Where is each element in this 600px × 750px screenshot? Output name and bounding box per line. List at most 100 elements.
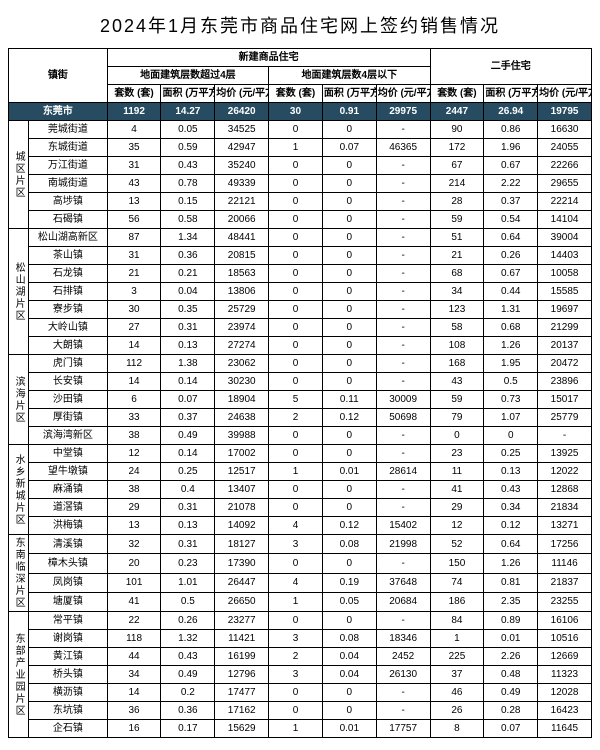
cell: - bbox=[376, 702, 430, 720]
cell-town: 东坑镇 bbox=[29, 702, 107, 720]
cell: 36 bbox=[107, 702, 161, 720]
cell: 30 bbox=[107, 301, 161, 319]
cell: 23062 bbox=[215, 355, 269, 373]
cell: 26.94 bbox=[484, 103, 538, 121]
cell-town: 滨海湾新区 bbox=[29, 427, 107, 445]
cell: 26650 bbox=[215, 592, 269, 611]
cell: 0.67 bbox=[484, 157, 538, 175]
cell: 0.28 bbox=[484, 702, 538, 720]
cell: 30009 bbox=[376, 391, 430, 409]
cell: 22214 bbox=[538, 193, 592, 211]
cell: 0.48 bbox=[484, 666, 538, 684]
cell: 4 bbox=[269, 517, 323, 535]
cell: 0.78 bbox=[161, 175, 215, 193]
cell: 41 bbox=[430, 481, 484, 499]
cell: 0.86 bbox=[484, 121, 538, 139]
cell: 0 bbox=[322, 499, 376, 517]
cell: 31 bbox=[107, 247, 161, 265]
cell: 30230 bbox=[215, 373, 269, 391]
cell: 23974 bbox=[215, 319, 269, 337]
cell-town: 桥头镇 bbox=[29, 666, 107, 684]
table-row: 塘厦镇410.52665010.05206841862.3523255 bbox=[9, 592, 592, 611]
cell: 3 bbox=[269, 630, 323, 648]
cell: 0 bbox=[269, 301, 323, 319]
cell: - bbox=[376, 265, 430, 283]
cell: 0 bbox=[322, 121, 376, 139]
cell: 0.13 bbox=[484, 463, 538, 481]
hdr-over4: 地面建筑层数超过4层 bbox=[107, 67, 268, 85]
cell: 20684 bbox=[376, 592, 430, 611]
cell: 2.26 bbox=[484, 648, 538, 666]
cell: 74 bbox=[430, 573, 484, 592]
cell: 0.5 bbox=[161, 592, 215, 611]
cell: 59 bbox=[430, 391, 484, 409]
cell: 28614 bbox=[376, 463, 430, 481]
cell: 0 bbox=[322, 355, 376, 373]
cell: 0 bbox=[269, 702, 323, 720]
cell: 1.07 bbox=[484, 409, 538, 427]
cell: 0.49 bbox=[161, 427, 215, 445]
cell: 0.26 bbox=[484, 247, 538, 265]
cell: 0.4 bbox=[161, 481, 215, 499]
cell-town: 塘厦镇 bbox=[29, 592, 107, 611]
cell: 24638 bbox=[215, 409, 269, 427]
cell: 29 bbox=[107, 499, 161, 517]
cell: 0.15 bbox=[161, 193, 215, 211]
cell: 12796 bbox=[215, 666, 269, 684]
cell: 24 bbox=[107, 463, 161, 481]
cell: 41 bbox=[107, 592, 161, 611]
cell: 1.95 bbox=[484, 355, 538, 373]
cell: 17256 bbox=[538, 535, 592, 554]
cell: 17477 bbox=[215, 684, 269, 702]
cell: 0.64 bbox=[484, 535, 538, 554]
cell: 21299 bbox=[538, 319, 592, 337]
cell: - bbox=[376, 355, 430, 373]
cell: 0.36 bbox=[161, 702, 215, 720]
cell: 1.34 bbox=[161, 229, 215, 247]
cell: 0.13 bbox=[161, 517, 215, 535]
cell: 118 bbox=[107, 630, 161, 648]
cell: 0.89 bbox=[484, 612, 538, 630]
cell: 14.27 bbox=[161, 103, 215, 121]
region-cell: 东南临深片区 bbox=[9, 535, 29, 612]
cell: 16106 bbox=[538, 612, 592, 630]
cell: 0.07 bbox=[322, 139, 376, 157]
cell: - bbox=[376, 337, 430, 355]
cell: 19795 bbox=[538, 103, 592, 121]
cell-town: 石龙镇 bbox=[29, 265, 107, 283]
cell: 1 bbox=[269, 592, 323, 611]
cell: 0.01 bbox=[484, 630, 538, 648]
cell: 15585 bbox=[538, 283, 592, 301]
cell: 1.38 bbox=[161, 355, 215, 373]
cell: - bbox=[376, 481, 430, 499]
cell: 2 bbox=[269, 409, 323, 427]
cell: 1.31 bbox=[484, 301, 538, 319]
cell: 0.19 bbox=[322, 573, 376, 592]
cell: 43 bbox=[107, 175, 161, 193]
cell: 30 bbox=[269, 103, 323, 121]
cell-town: 麻涌镇 bbox=[29, 481, 107, 499]
cell: 21 bbox=[430, 247, 484, 265]
cell: 0.2 bbox=[161, 684, 215, 702]
hdr-area: 面积 (万平方米) bbox=[322, 85, 376, 103]
cell: 34 bbox=[430, 283, 484, 301]
table-row: 东部产业园片区常平镇220.262327700-840.8916106 bbox=[9, 612, 592, 630]
cell: 50698 bbox=[376, 409, 430, 427]
hdr-price: 均价 (元/平方米) bbox=[376, 85, 430, 103]
table-row: 滨海湾新区380.493998800-00- bbox=[9, 427, 592, 445]
cell: 16199 bbox=[215, 648, 269, 666]
cell: 48441 bbox=[215, 229, 269, 247]
cell-town: 长安镇 bbox=[29, 373, 107, 391]
cell: - bbox=[538, 427, 592, 445]
cell: 20815 bbox=[215, 247, 269, 265]
cell-town: 石排镇 bbox=[29, 283, 107, 301]
cell: 3 bbox=[269, 666, 323, 684]
cell: - bbox=[376, 684, 430, 702]
hdr-second: 二手住宅 bbox=[430, 49, 591, 85]
cell: 0 bbox=[269, 247, 323, 265]
cell: 35 bbox=[107, 139, 161, 157]
cell: 87 bbox=[107, 229, 161, 247]
cell: 0.34 bbox=[484, 499, 538, 517]
cell: 12669 bbox=[538, 648, 592, 666]
cell: 29975 bbox=[376, 103, 430, 121]
